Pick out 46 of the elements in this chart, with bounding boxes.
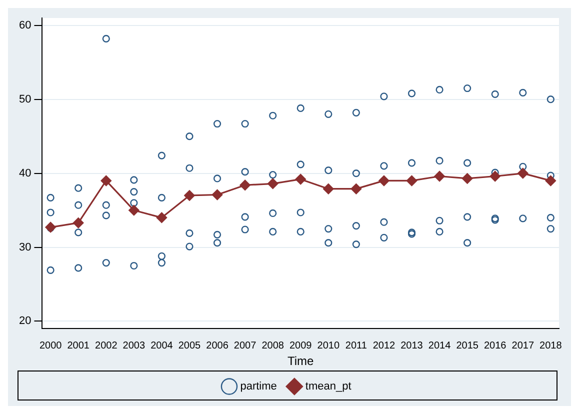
x-tick-label: 2007	[234, 340, 257, 352]
point	[128, 204, 140, 216]
point	[518, 168, 528, 179]
x-tick-label: 2011	[345, 340, 368, 352]
x-tick-label: 2008	[262, 340, 284, 352]
x-tick-label: 2017	[512, 340, 534, 352]
point	[295, 174, 306, 185]
x-tick-label: 2005	[178, 340, 202, 352]
x-tick-label: 2009	[289, 340, 312, 352]
x-tick-label: 2002	[95, 340, 118, 352]
point	[406, 175, 418, 186]
point	[350, 184, 362, 194]
point	[378, 175, 390, 186]
point	[73, 218, 84, 228]
x-tick-label: 2001	[67, 340, 90, 352]
legend-label: partime	[240, 380, 277, 393]
y-tick-label: 40	[18, 167, 32, 180]
y-tick-label: 20	[18, 315, 32, 328]
y-tick-label: 60	[18, 19, 32, 32]
y-tick-label: 50	[18, 93, 32, 106]
x-tick-label: 2018	[540, 340, 562, 352]
x-tick-label: 2006	[206, 340, 229, 352]
x-tick-label: 2000	[39, 340, 62, 352]
point	[212, 189, 223, 200]
point	[156, 212, 168, 223]
point	[323, 184, 334, 194]
x-tick-label: 2010	[317, 340, 340, 352]
x-tick-label: 2003	[122, 340, 146, 352]
y-tick-label: 30	[18, 241, 32, 254]
point	[545, 175, 556, 186]
point	[434, 170, 445, 182]
point	[490, 170, 500, 182]
x-tick-label: 2014	[428, 340, 452, 352]
x-tick-label: 2016	[484, 340, 507, 352]
x-tick-label: 2013	[400, 340, 424, 352]
x-tick-label: 2015	[456, 340, 479, 352]
point	[100, 175, 112, 186]
point	[184, 190, 195, 201]
x-tick-label: 2012	[372, 340, 396, 352]
legend-label: tmean_pt	[305, 380, 352, 393]
point	[268, 178, 278, 189]
point	[45, 222, 56, 233]
point	[240, 180, 250, 190]
x-tick-label: 2004	[150, 340, 174, 352]
point	[462, 173, 473, 184]
x-axis-title: Time	[288, 354, 314, 368]
